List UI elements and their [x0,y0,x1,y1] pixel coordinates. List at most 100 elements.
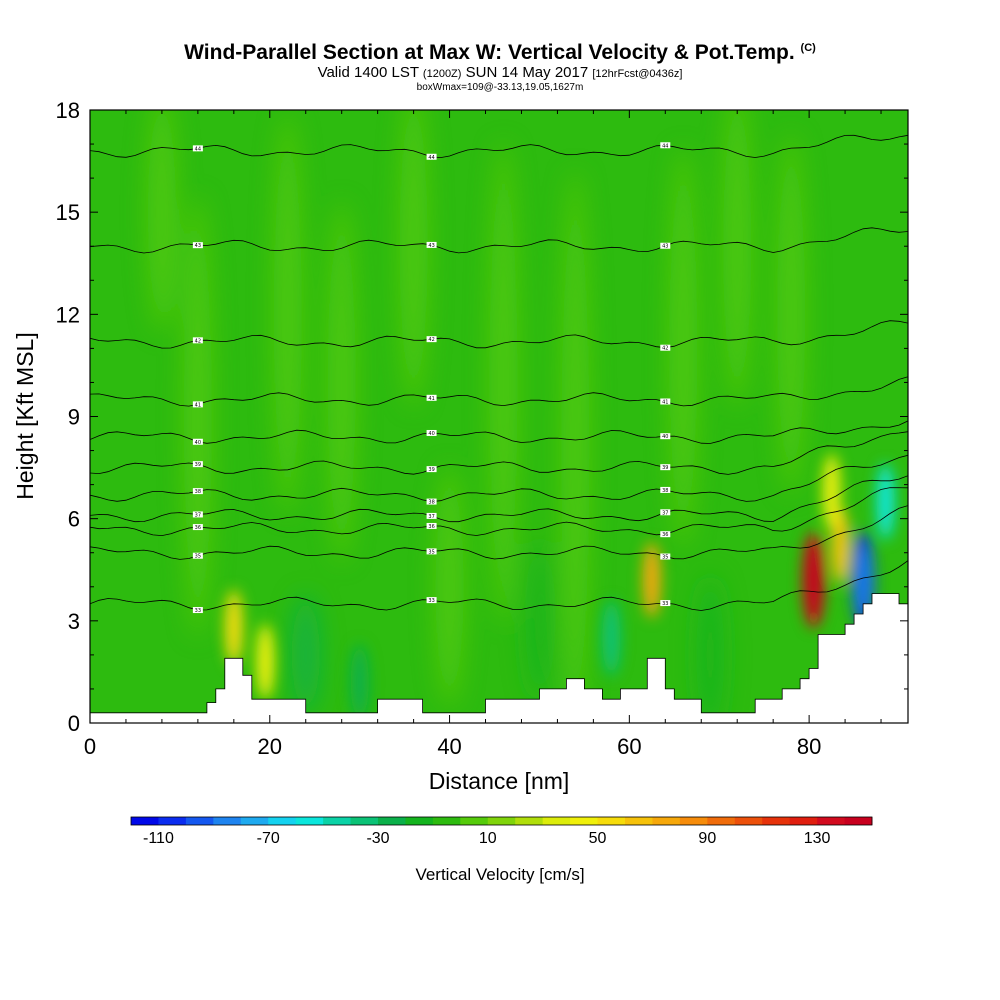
colorbar-tick-label: 50 [589,830,607,847]
theta-contour-line [90,376,908,407]
theta-contour-label: 41 [662,399,668,405]
theta-label-bg [426,597,437,604]
theta-contour-label: 40 [195,440,201,446]
colorbar-swatch [432,817,461,825]
velocity-streak [525,540,554,701]
colorbar-swatch [762,817,791,825]
theta-label-bg [426,394,437,401]
theta-contour-line [90,487,908,537]
updraft-cell [224,589,243,666]
updraft-cell [822,453,841,530]
velocity-streak [435,466,464,707]
updraft-cell [642,541,661,618]
theta-label-bg [426,466,437,473]
colorbar-tick-label: -30 [366,830,389,847]
valid-date: SUN 14 May 2017 [465,64,589,81]
colorbar-swatch [131,817,159,825]
theta-contour-label: 42 [195,338,201,344]
theta-contour-label: 35 [195,554,201,560]
chart-title-text: Wind-Parallel Section at Max W: Vertical… [184,41,795,64]
theta-contour-label: 41 [428,396,434,402]
colorbar-tick-label: -70 [257,830,280,847]
downdraft-core [857,545,870,614]
theta-label-bg [192,524,203,531]
theta-label-bg [660,531,671,538]
colorbar-tick-label: 90 [698,830,716,847]
theta-label-bg [660,433,671,440]
colorbar-swatch [185,817,214,825]
colorbar-swatch [597,817,626,825]
theta-label-bg [426,241,437,248]
chart-header: Wind-Parallel Section at Max W: Vertical… [0,36,1000,94]
theta-contour-label: 41 [195,402,201,408]
theta-contour-label: 38 [428,500,434,506]
x-tick-label: 0 [84,734,96,759]
colorbar-swatch [789,817,818,825]
theta-contour-label: 37 [662,510,668,516]
theta-label-bg [192,488,203,495]
theta-label-bg [192,438,203,445]
theta-contour-line [90,560,908,611]
theta-contour-label: 33 [428,598,434,604]
theta-contours: 33 33 33 35 35 35 36 36 36 37 37 37 38 38 38 39 39 39 40 40… [90,134,908,614]
chart-title: Wind-Parallel Section at Max W: Vertical… [0,36,1000,65]
y-tick-label: 15 [56,200,80,225]
chart-subtitle: Valid 1400 LST (1200Z) SUN 14 May 2017 [… [0,65,1000,82]
colorbar-swatch [734,817,763,825]
colorbar-swatch [378,817,406,825]
velocity-streak [183,196,212,637]
velocity-streak [147,110,176,333]
theta-contour-label: 37 [195,512,201,518]
y-tick-label: 12 [56,302,80,327]
theta-contour-line [90,454,908,503]
colorbar-tick-label: -110 [143,830,174,847]
theta-contour-label: 39 [428,467,434,473]
downdraft-cell [876,463,895,540]
velocity-streak [669,148,698,549]
theta-label-bg [192,461,203,468]
x-axis-title: Distance [nm] [429,768,570,794]
theta-contour-label: 44 [662,143,668,149]
y-tick-label: 0 [68,711,80,736]
chart-title-tag: (C) [800,42,816,54]
colorbar-swatch [542,817,571,825]
theta-label-bg [660,398,671,405]
theta-contour-label: 43 [195,243,201,249]
y-tick-label: 9 [68,405,80,430]
theta-label-bg [426,548,437,555]
colorbar-swatch [240,817,269,825]
y-tick-label: 3 [68,609,80,634]
theta-contour-line [90,505,908,560]
colorbar-swatch [844,817,873,825]
colorbar-swatch [487,817,516,825]
colorbar-swatch [295,817,324,825]
theta-contour-label: 40 [428,431,434,437]
y-axis-title: Height [Kft MSL] [12,332,38,499]
theta-contour-label: 44 [195,146,201,152]
x-tick-label: 60 [617,734,641,759]
theta-label-bg [660,600,671,607]
colorbar-swatch [158,817,187,825]
plot-area: 33 33 33 35 35 35 36 36 36 37 37 37 38 38 38 39 39 39 40 40… [90,110,908,723]
colorbar-swatch [213,817,242,825]
x-tick-label: 40 [437,734,461,759]
velocity-streak [489,142,518,623]
theta-label-bg [660,344,671,351]
theta-contour-label: 35 [428,549,434,555]
theta-contour-label: 33 [662,601,668,607]
theta-label-bg [426,429,437,436]
theta-contour-label: 39 [195,462,201,468]
theta-contour-label: 37 [428,514,434,520]
velocity-streak [273,114,302,515]
x-axis: 0 20 40 60 80 [84,110,882,759]
theta-label-bg [660,509,671,516]
velocity-streak [561,170,590,723]
velocity-streak [777,134,806,495]
theta-label-bg [426,522,437,529]
theta-contour-line [90,475,908,523]
colorbar-swatch [460,817,489,825]
colorbar-swatch [570,817,598,825]
theta-label-bg [192,145,203,152]
theta-contour-line [90,320,908,349]
